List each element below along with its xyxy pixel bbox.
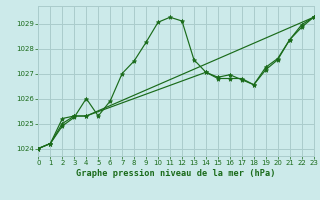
X-axis label: Graphe pression niveau de la mer (hPa): Graphe pression niveau de la mer (hPa) [76,169,276,178]
